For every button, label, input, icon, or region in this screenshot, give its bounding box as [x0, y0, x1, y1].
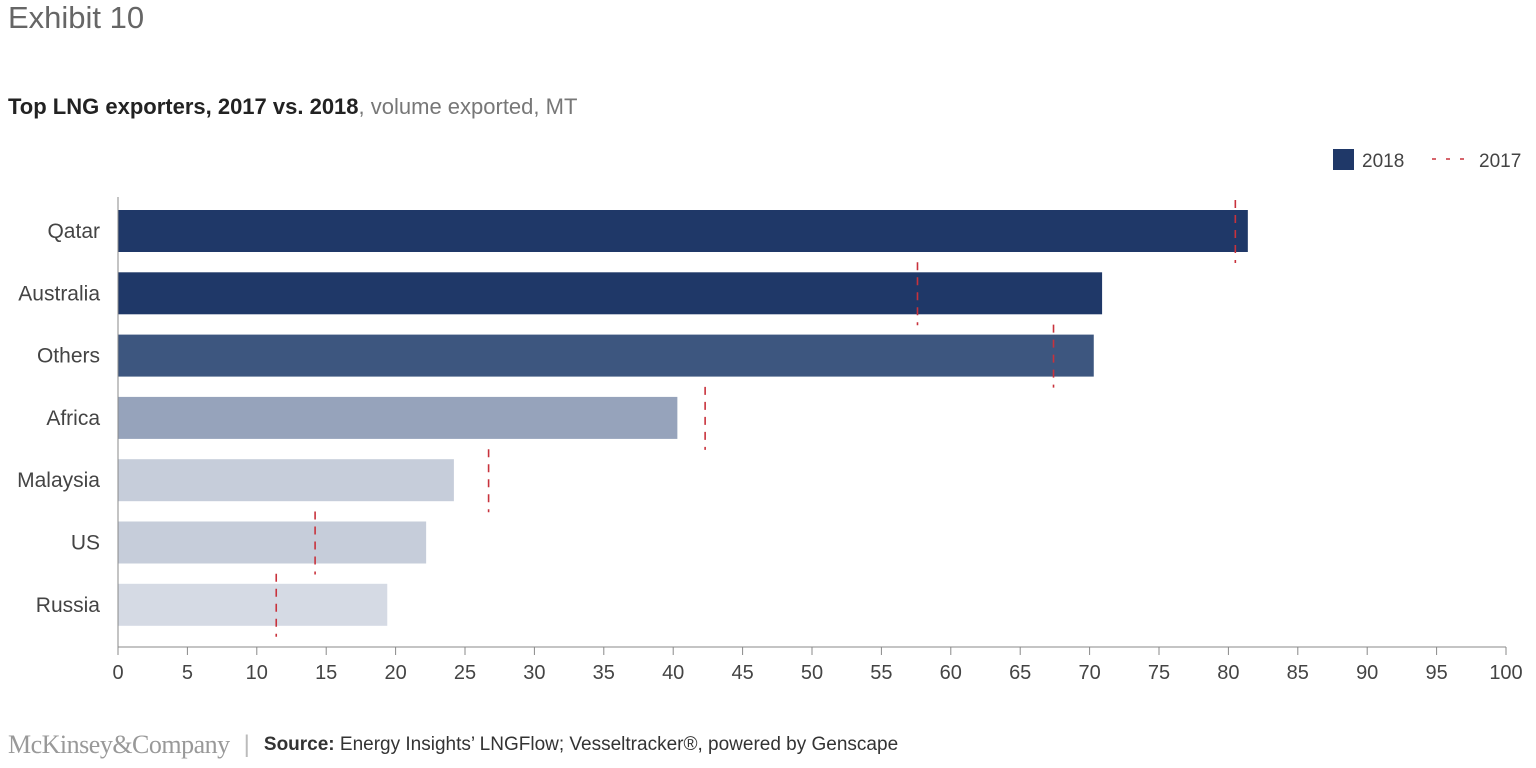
source-text: Energy Insights’ LNGFlow; Vesseltracker®…: [334, 734, 899, 755]
x-tick-label-60: 60: [940, 662, 962, 684]
bar-2018-australia: [118, 272, 1103, 315]
chart-title: Top LNG exporters, 2017 vs. 2018, volume…: [8, 94, 577, 120]
category-label-qatar: Qatar: [47, 220, 100, 243]
category-label-us: US: [71, 532, 100, 555]
category-label-africa: Africa: [46, 407, 100, 430]
x-tick-label-55: 55: [870, 662, 892, 684]
footer: McKinsey&Company | Source: Energy Insigh…: [8, 730, 898, 760]
legend: 2018 2017: [1333, 149, 1521, 172]
x-tick-label-100: 100: [1489, 662, 1522, 684]
x-tick-label-70: 70: [1078, 662, 1100, 684]
x-tick-label-65: 65: [1009, 662, 1031, 684]
bar-2018-africa: [118, 396, 678, 439]
exhibit-label: Exhibit 10: [8, 0, 145, 35]
x-tick-label-20: 20: [384, 662, 406, 684]
x-tick-label-85: 85: [1287, 662, 1309, 684]
legend-label-2017: 2017: [1479, 151, 1521, 172]
x-tick-label-5: 5: [182, 662, 193, 684]
bar-2018-us: [118, 521, 427, 564]
markers-2017: [275, 200, 1237, 637]
category-label-malaysia: Malaysia: [17, 469, 100, 492]
x-tick-label-95: 95: [1425, 662, 1447, 684]
bar-2018-malaysia: [118, 459, 454, 502]
x-tick-label-25: 25: [454, 662, 476, 684]
x-tick-label-80: 80: [1217, 662, 1239, 684]
bar-chart: 2018 2017 Qatar Australia Others Africa Mala…: [17, 149, 1523, 684]
x-tick-label-90: 90: [1356, 662, 1378, 684]
footer-separator: |: [243, 731, 250, 758]
legend-swatch-2018: [1333, 149, 1354, 170]
x-tick-label-10: 10: [246, 662, 268, 684]
bar-2018-qatar: [118, 210, 1248, 252]
brand-logo: McKinsey&Company: [8, 730, 230, 759]
x-tick-label-75: 75: [1148, 662, 1170, 684]
axes: 0 5 10 15 20 25 30 35 40 45 50 55 60 65 70 75 80 85 90 95 10…: [112, 197, 1523, 684]
bars-2018: [118, 210, 1248, 626]
bar-2018-others: [118, 334, 1094, 377]
source-label: Source:: [263, 734, 335, 755]
chart-title-main: Top LNG exporters, 2017 vs. 2018: [8, 94, 359, 119]
category-label-australia: Australia: [18, 282, 100, 305]
source-note: Source: Energy Insights’ LNGFlow; Vessel…: [264, 734, 898, 756]
x-tick-label-15: 15: [315, 662, 337, 684]
category-label-others: Others: [37, 345, 100, 368]
legend-label-2018: 2018: [1362, 151, 1404, 172]
category-labels: Qatar Australia Others Africa Malaysia US Russ…: [17, 220, 100, 617]
x-tick-label-0: 0: [112, 662, 123, 684]
category-label-russia: Russia: [36, 594, 101, 617]
x-tick-label-35: 35: [593, 662, 615, 684]
x-tick-label-45: 45: [731, 662, 753, 684]
x-tick-label-50: 50: [801, 662, 823, 684]
chart-title-subtitle: , volume exported, MT: [358, 94, 578, 119]
x-tick-label-40: 40: [662, 662, 684, 684]
bar-2018-russia: [118, 583, 388, 626]
x-tick-label-30: 30: [523, 662, 545, 684]
